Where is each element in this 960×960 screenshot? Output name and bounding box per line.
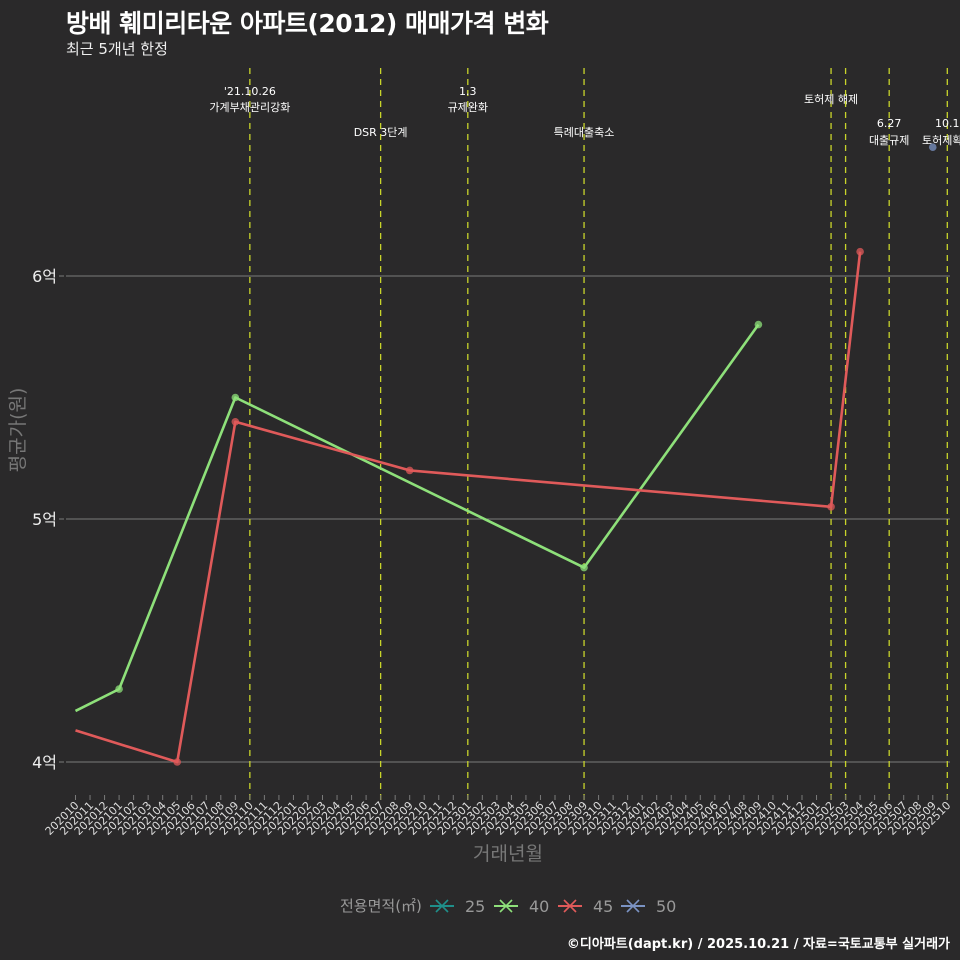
grid-lines xyxy=(66,275,950,763)
event-label: 규제완화 xyxy=(448,101,488,114)
series-40-line xyxy=(74,323,760,713)
event-label: 1.3 xyxy=(459,85,477,98)
event-label: 10.1 xyxy=(935,117,960,130)
svg-text:40: 40 xyxy=(529,897,549,916)
data-point[interactable] xyxy=(231,418,240,426)
svg-text:50: 50 xyxy=(656,897,676,916)
event-label: 토허제확대 xyxy=(922,134,960,147)
source-caption: ©디아파트(dapt.kr) / 2025.10.21 / 자료=국토교통부 실… xyxy=(566,937,950,952)
legend-item-50[interactable]: 50 xyxy=(621,897,676,916)
y-axis-title: 평균가(원) xyxy=(7,388,29,473)
data-point[interactable] xyxy=(115,685,123,693)
chart-title: 방배 훼미리타운 아파트(2012) 매매가격 변화 xyxy=(66,9,549,38)
data-point[interactable] xyxy=(827,503,835,511)
svg-text:25: 25 xyxy=(465,897,485,916)
event-label: 대출규제 xyxy=(869,134,909,147)
series-45-line xyxy=(75,251,862,764)
data-point[interactable] xyxy=(231,393,240,402)
event-label: 특례대출축소 xyxy=(554,126,615,139)
series-lines xyxy=(74,143,937,766)
event-label: 6.27 xyxy=(877,117,902,130)
legend-title: 전용면적(㎡) xyxy=(340,897,422,915)
event-label: 토허제 해제 xyxy=(804,92,858,106)
event-label: DSR 3단계 xyxy=(354,126,408,139)
event-label: 가계부채관리강화 xyxy=(209,101,290,114)
data-point[interactable] xyxy=(580,563,588,572)
legend: 전용면적(㎡) 25 40 45 50 xyxy=(340,897,676,916)
data-point[interactable] xyxy=(928,143,937,152)
x-axis-title: 거래년월 xyxy=(473,843,543,865)
legend-item-25[interactable]: 25 xyxy=(430,897,485,916)
data-point[interactable] xyxy=(173,758,182,766)
chart-subtitle: 최근 5개년 한정 xyxy=(66,40,168,58)
y-tick-label: 6억 xyxy=(32,267,57,286)
data-point[interactable] xyxy=(754,320,763,329)
legend-item-40[interactable]: 40 xyxy=(494,897,549,916)
y-tick-label: 5억 xyxy=(32,510,57,529)
data-point[interactable] xyxy=(405,466,414,475)
data-point[interactable] xyxy=(856,247,864,256)
y-tick-label: 4억 xyxy=(32,753,57,772)
x-axis: 2020102020112020122021012021022021032021… xyxy=(43,795,953,865)
event-label: '21.10.26 xyxy=(224,85,276,98)
svg-text:45: 45 xyxy=(593,897,613,916)
legend-item-45[interactable]: 45 xyxy=(558,897,613,916)
